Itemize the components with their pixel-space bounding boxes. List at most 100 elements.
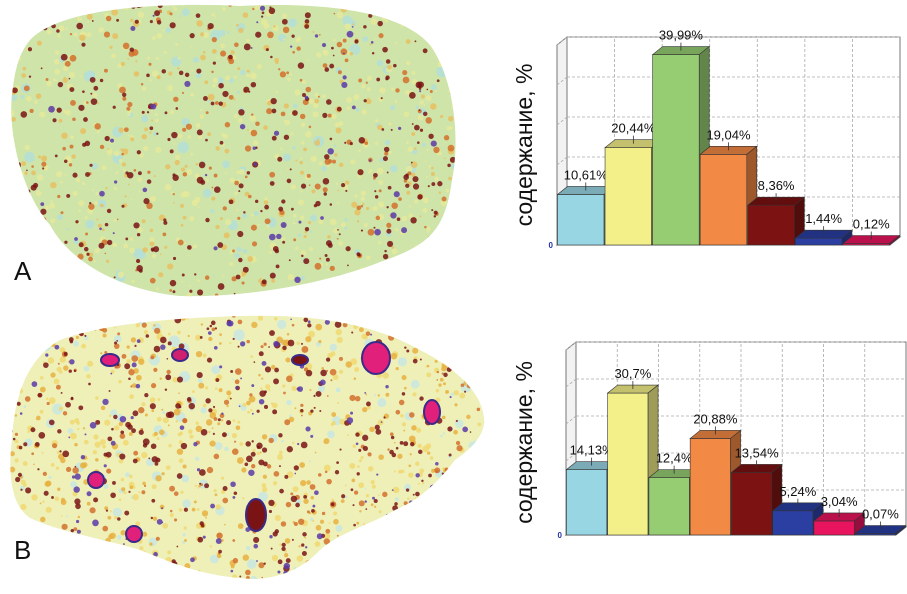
speckle: [393, 441, 396, 444]
speckle: [215, 378, 220, 382]
speckle: [146, 111, 150, 114]
speckle: [105, 259, 110, 263]
speckle: [458, 295, 461, 298]
speckle: [382, 46, 388, 53]
speckle: [125, 237, 129, 241]
speckle: [38, 431, 46, 439]
speckle: [358, 482, 365, 489]
speckle: [318, 219, 324, 225]
speckle: [109, 300, 115, 306]
speckle: [196, 372, 203, 379]
speckle: [133, 4, 135, 6]
speckle: [0, 517, 7, 524]
speckle: [429, 512, 437, 519]
speckle: [179, 14, 182, 18]
speckle: [394, 497, 400, 502]
speckle: [314, 98, 320, 104]
speckle: [326, 395, 329, 397]
speckle: [454, 565, 459, 570]
speckle: [122, 92, 127, 97]
speckle: [172, 256, 177, 261]
speckle: [246, 73, 250, 78]
speckle: [260, 387, 263, 390]
speckle: [0, 530, 3, 535]
speckle: [226, 432, 230, 436]
speckle: [273, 25, 276, 28]
speckle: [95, 551, 100, 556]
speckle: [85, 232, 89, 236]
speckle: [167, 332, 171, 336]
speckle: [208, 431, 211, 433]
speckle: [34, 340, 39, 345]
speckle: [38, 254, 45, 261]
speckle: [400, 566, 404, 571]
speckle: [345, 246, 351, 252]
speckle: [212, 432, 215, 435]
speckle: [380, 421, 383, 423]
speckle: [42, 167, 45, 170]
speckle: [427, 185, 430, 188]
speckle: [390, 352, 398, 360]
speckle: [290, 184, 296, 190]
speckle: [189, 216, 195, 222]
speckle: [379, 263, 387, 270]
speckle: [103, 464, 107, 468]
speckle: [199, 335, 203, 339]
speckle: [413, 244, 421, 252]
speckle: [86, 501, 91, 506]
speckle: [178, 392, 180, 395]
speckle: [40, 202, 45, 207]
speckle: [22, 66, 27, 71]
speckle: [154, 327, 161, 334]
speckle: [85, 219, 95, 229]
speckle: [442, 29, 447, 34]
speckle: [493, 340, 500, 347]
speckle: [247, 128, 249, 131]
speckle: [124, 195, 127, 198]
speckle: [428, 133, 434, 139]
speckle: [94, 248, 100, 254]
speckle: [129, 394, 134, 400]
speckle: [404, 4, 409, 7]
speckle: [19, 574, 24, 579]
speckle: [374, 190, 377, 193]
speckle: [47, 246, 50, 249]
speckle: [63, 273, 70, 280]
speckle: [149, 568, 155, 574]
speckle: [107, 436, 113, 442]
speckle: [422, 208, 428, 213]
speckle: [382, 156, 388, 162]
speckle: [214, 493, 218, 497]
speckle: [481, 466, 485, 478]
speckle: [74, 237, 78, 241]
speckle: [353, 377, 357, 380]
speckle: [386, 222, 392, 228]
speckle: [356, 252, 361, 256]
speckle: [256, 21, 259, 24]
speckle: [442, 578, 446, 579]
speckle: [205, 419, 213, 426]
speckle: [296, 46, 301, 51]
speckle: [373, 226, 376, 229]
speckle: [141, 219, 146, 224]
speckle: [151, 498, 156, 503]
speckle: [50, 247, 57, 254]
speckle: [299, 78, 303, 82]
speckle: [478, 5, 483, 10]
bar-front: [648, 477, 690, 536]
speckle: [40, 67, 43, 70]
speckle: [491, 245, 494, 248]
speckle: [306, 173, 311, 178]
speckle: [487, 268, 491, 272]
speckle: [78, 221, 81, 225]
speckle: [141, 322, 147, 328]
speckle: [214, 575, 220, 579]
speckle: [323, 192, 327, 196]
speckle: [391, 531, 396, 535]
speckle: [292, 441, 295, 445]
speckle: [151, 456, 159, 463]
speckle: [487, 364, 493, 370]
speckle: [492, 496, 496, 500]
speckle: [281, 237, 286, 242]
speckle: [21, 161, 27, 167]
